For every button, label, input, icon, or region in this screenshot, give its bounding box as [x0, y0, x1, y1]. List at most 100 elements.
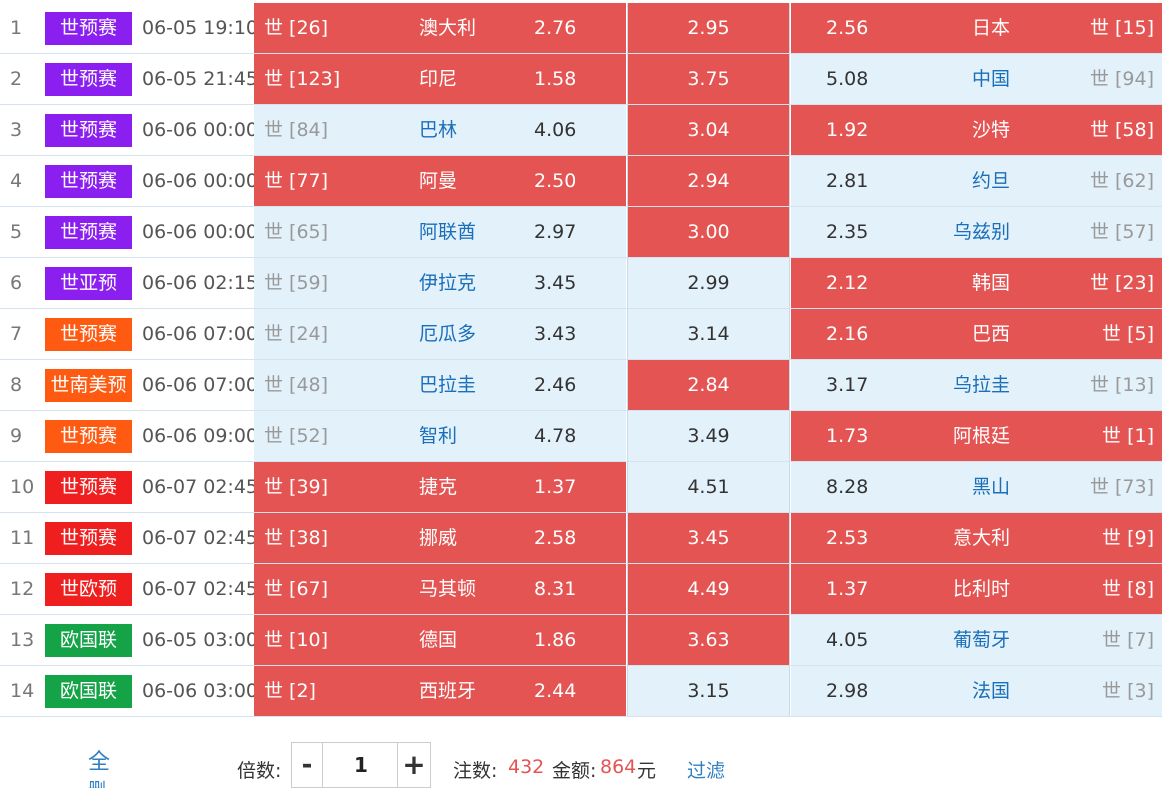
home-win-option[interactable]: 世 [48] 巴拉圭 2.46 [254, 360, 626, 410]
away-win-option[interactable]: 5.08 中国 世 [94] [791, 54, 1162, 104]
home-win-option[interactable]: 世 [84] 巴林 4.06 [254, 105, 626, 155]
draw-option[interactable]: 3.63 [627, 615, 790, 665]
away-rank: 世 [9] [1102, 527, 1154, 549]
filter-link[interactable]: 过滤 [687, 760, 726, 782]
league-badge[interactable]: 世预赛 [45, 420, 132, 453]
away-rank: 世 [3] [1102, 680, 1154, 702]
away-win-option[interactable]: 4.05 葡萄牙 世 [7] [791, 615, 1162, 665]
away-team: 沙特 [971, 119, 1010, 141]
away-win-option[interactable]: 1.73 阿根廷 世 [1] [791, 411, 1162, 461]
away-odd: 5.08 [826, 68, 869, 90]
draw-option[interactable]: 3.49 [627, 411, 790, 461]
match-time: 06-05 19:10 [142, 17, 259, 39]
match-row: 10 世预赛 06-07 02:45 世 [39] 捷克 1.37 4.51 8.28 黑山 世 … [0, 462, 1162, 513]
increase-multiplier-button[interactable]: + [397, 743, 430, 787]
draw-odd: 3.00 [687, 221, 730, 243]
home-odd: 2.76 [534, 17, 577, 39]
league-badge[interactable]: 世预赛 [45, 522, 132, 555]
away-win-option[interactable]: 3.17 乌拉圭 世 [13] [791, 360, 1162, 410]
league-badge[interactable]: 世预赛 [45, 216, 132, 249]
match-index: 5 [10, 221, 23, 243]
home-win-option[interactable]: 世 [38] 挪威 2.58 [254, 513, 626, 563]
home-rank: 世 [39] [264, 476, 329, 498]
home-team: 澳大利 [419, 17, 477, 39]
home-rank: 世 [52] [264, 425, 329, 447]
league-badge[interactable]: 欧国联 [45, 675, 132, 708]
away-odd: 2.81 [826, 170, 869, 192]
league-badge[interactable]: 世预赛 [45, 114, 132, 147]
away-team: 黑山 [971, 476, 1010, 498]
away-win-option[interactable]: 2.53 意大利 世 [9] [791, 513, 1162, 563]
league-badge[interactable]: 世预赛 [45, 318, 132, 351]
home-win-option[interactable]: 世 [52] 智利 4.78 [254, 411, 626, 461]
draw-option[interactable]: 2.95 [627, 3, 790, 53]
home-odd: 3.45 [534, 272, 577, 294]
draw-odd: 2.95 [687, 17, 730, 39]
home-win-option[interactable]: 世 [10] 德国 1.86 [254, 615, 626, 665]
decrease-multiplier-button[interactable]: - [292, 743, 323, 787]
draw-option[interactable]: 4.49 [627, 564, 790, 614]
home-win-option[interactable]: 世 [39] 捷克 1.37 [254, 462, 626, 512]
league-badge[interactable]: 世预赛 [45, 165, 132, 198]
home-rank: 世 [65] [264, 221, 329, 243]
away-win-option[interactable]: 2.81 约旦 世 [62] [791, 156, 1162, 206]
draw-odd: 4.49 [687, 578, 730, 600]
amount-unit: 元 [637, 760, 657, 782]
league-badge[interactable]: 世预赛 [45, 471, 132, 504]
home-win-option[interactable]: 世 [65] 阿联酋 2.97 [254, 207, 626, 257]
match-time: 06-06 03:00 [142, 680, 259, 702]
match-row: 3 世预赛 06-06 00:00 世 [84] 巴林 4.06 3.04 1.92 沙特 世 [… [0, 105, 1162, 156]
bet-count-label: 注数: [453, 760, 498, 782]
draw-option[interactable]: 2.94 [627, 156, 790, 206]
league-badge[interactable]: 世欧预 [45, 573, 132, 606]
home-win-option[interactable]: 世 [77] 阿曼 2.50 [254, 156, 626, 206]
draw-odd: 2.94 [687, 170, 730, 192]
away-rank: 世 [8] [1102, 578, 1154, 600]
league-badge[interactable]: 世南美预 [45, 369, 132, 402]
draw-option[interactable]: 3.14 [627, 309, 790, 359]
league-badge[interactable]: 世预赛 [45, 63, 132, 96]
away-win-option[interactable]: 2.16 巴西 世 [5] [791, 309, 1162, 359]
away-win-option[interactable]: 8.28 黑山 世 [73] [791, 462, 1162, 512]
away-rank: 世 [58] [1089, 119, 1154, 141]
home-win-option[interactable]: 世 [24] 厄瓜多 3.43 [254, 309, 626, 359]
select-all-button[interactable]: 全 [88, 750, 111, 775]
draw-option[interactable]: 2.99 [627, 258, 790, 308]
league-badge[interactable]: 欧国联 [45, 624, 132, 657]
away-win-option[interactable]: 2.98 法国 世 [3] [791, 666, 1162, 716]
draw-odd: 3.75 [687, 68, 730, 90]
away-rank: 世 [23] [1089, 272, 1154, 294]
away-rank: 世 [1] [1102, 425, 1154, 447]
match-row: 9 世预赛 06-06 09:00 世 [52] 智利 4.78 3.49 1.73 阿根廷 世 … [0, 411, 1162, 462]
away-win-option[interactable]: 2.35 乌兹别 世 [57] [791, 207, 1162, 257]
match-index: 3 [10, 119, 23, 141]
league-badge[interactable]: 世预赛 [45, 12, 132, 45]
home-win-option[interactable]: 世 [59] 伊拉克 3.45 [254, 258, 626, 308]
multiplier-input[interactable] [323, 743, 399, 787]
draw-option[interactable]: 2.84 [627, 360, 790, 410]
home-win-option[interactable]: 世 [67] 马其顿 8.31 [254, 564, 626, 614]
home-odd: 1.86 [534, 629, 577, 651]
away-win-option[interactable]: 1.37 比利时 世 [8] [791, 564, 1162, 614]
home-odd: 2.50 [534, 170, 577, 192]
home-win-option[interactable]: 世 [26] 澳大利 2.76 [254, 3, 626, 53]
away-team: 阿根廷 [952, 425, 1010, 447]
away-rank: 世 [57] [1089, 221, 1154, 243]
home-win-option[interactable]: 世 [123] 印尼 1.58 [254, 54, 626, 104]
draw-option[interactable]: 3.15 [627, 666, 790, 716]
league-badge[interactable]: 世亚预 [45, 267, 132, 300]
draw-option[interactable]: 4.51 [627, 462, 790, 512]
home-odd: 4.78 [534, 425, 577, 447]
draw-option[interactable]: 3.04 [627, 105, 790, 155]
draw-option[interactable]: 3.75 [627, 54, 790, 104]
match-time: 06-07 02:45 [142, 578, 259, 600]
away-odd: 1.73 [826, 425, 869, 447]
match-row: 13 欧国联 06-05 03:00 世 [10] 德国 1.86 3.63 4.05 葡萄牙 世… [0, 615, 1162, 666]
home-team: 阿曼 [419, 170, 458, 192]
away-win-option[interactable]: 2.56 日本 世 [15] [791, 3, 1162, 53]
draw-option[interactable]: 3.00 [627, 207, 790, 257]
home-win-option[interactable]: 世 [2] 西班牙 2.44 [254, 666, 626, 716]
away-win-option[interactable]: 1.92 沙特 世 [58] [791, 105, 1162, 155]
away-win-option[interactable]: 2.12 韩国 世 [23] [791, 258, 1162, 308]
draw-option[interactable]: 3.45 [627, 513, 790, 563]
